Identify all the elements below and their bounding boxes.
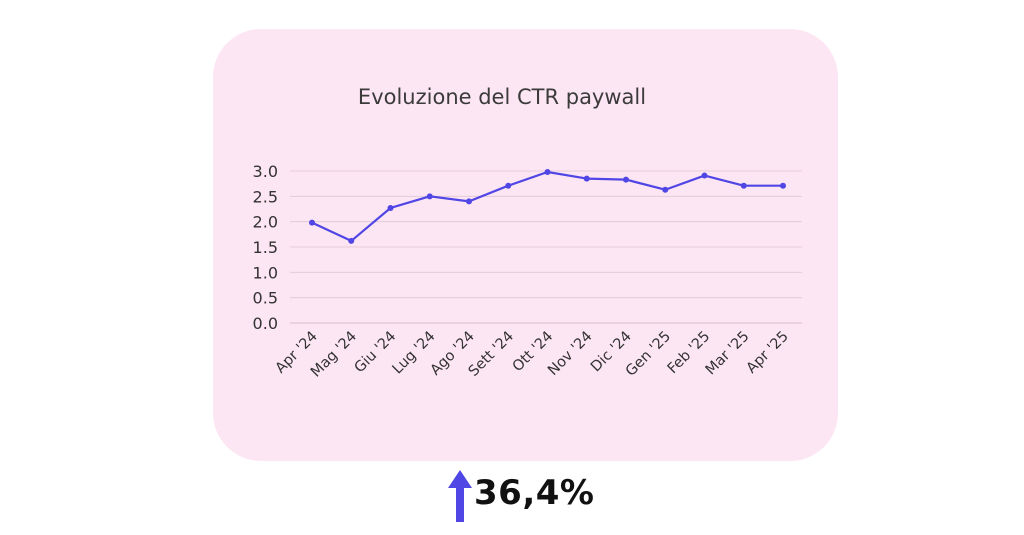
x-tick-label: Mar '25: [703, 329, 753, 379]
chart-card: [213, 29, 838, 461]
series-line: [311, 170, 783, 243]
series-group: [309, 169, 786, 244]
chart-title-text: Evoluzione del CTR paywall: [357, 85, 647, 109]
x-tick-label: Apr '25: [744, 329, 792, 377]
data-point: [466, 198, 472, 205]
data-point: [740, 182, 747, 189]
data-point: [505, 182, 512, 189]
x-tick-label: Nov '24: [545, 329, 595, 379]
y-tick-label: 0.0: [253, 314, 278, 333]
data-point: [309, 219, 315, 226]
y-tick-label: 3.0: [253, 162, 278, 181]
y-tick-label: 1.5: [253, 238, 278, 257]
arrow-up-icon: [448, 470, 472, 522]
data-point: [583, 175, 590, 182]
y-tick-label: 1.0: [253, 263, 278, 282]
y-axis-tick-labels: 0.0 0.5 1.0 1.5 2.0 2.5 3.0: [253, 162, 278, 333]
data-point: [701, 172, 708, 179]
chart-title: Evoluzione del CTR paywall: [0, 85, 1024, 109]
data-point: [623, 176, 629, 183]
data-point: [780, 182, 786, 189]
y-tick-label: 0.5: [253, 289, 278, 308]
change-value: 36,4%: [474, 473, 595, 513]
data-point: [387, 204, 394, 211]
data-point: [348, 237, 355, 244]
gridlines: [290, 170, 802, 324]
data-point: [662, 186, 669, 193]
data-point: [426, 193, 433, 200]
y-tick-label: 2.0: [253, 213, 278, 232]
y-tick-label: 2.5: [253, 187, 278, 206]
data-point: [544, 169, 551, 176]
change-summary: 36,4%: [448, 470, 594, 522]
